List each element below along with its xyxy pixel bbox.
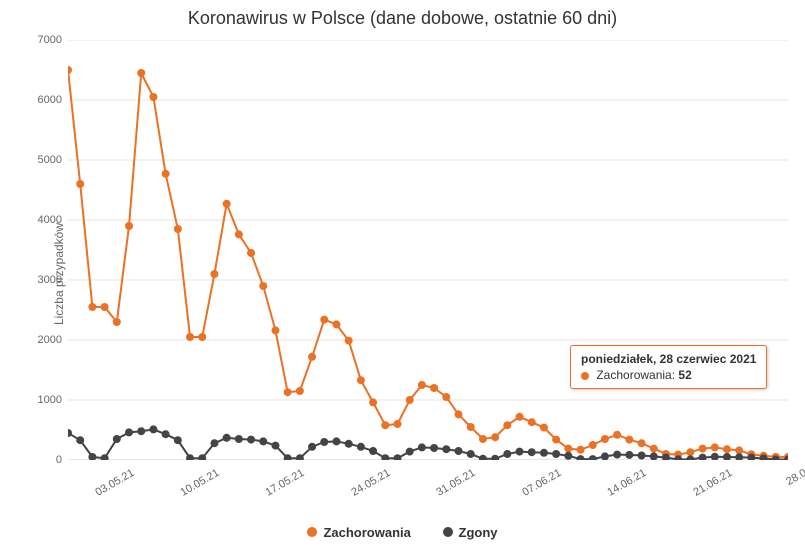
legend-item-zachorowania[interactable]: Zachorowania — [307, 525, 410, 540]
chart-title: Koronawirus w Polsce (dane dobowe, ostat… — [0, 0, 805, 29]
x-tick-label: 07.06.21 — [516, 460, 563, 499]
tooltip-header: poniedziałek, 28 czerwiec 2021 — [581, 352, 756, 366]
y-tick-label: 6000 — [38, 94, 68, 106]
chart-svg — [68, 40, 788, 460]
y-tick-label: 0 — [56, 454, 68, 466]
tooltip-series-label: Zachorowania: — [596, 368, 675, 382]
tooltip-row: Zachorowania: 52 — [581, 368, 756, 382]
x-tick-label: 24.05.21 — [345, 460, 392, 499]
x-tick-label: 14.06.21 — [601, 460, 648, 499]
x-tick-label: 28.0 — [780, 460, 805, 488]
legend-item-zgony[interactable]: Zgony — [443, 525, 498, 540]
plot-area[interactable]: 0100020003000400050006000700003.05.2110.… — [68, 40, 788, 460]
tooltip-dot-icon — [581, 372, 589, 380]
y-tick-label: 1000 — [38, 394, 68, 406]
x-tick-label: 03.05.21 — [89, 460, 136, 499]
circle-icon — [443, 527, 453, 537]
chart-container: Koronawirus w Polsce (dane dobowe, ostat… — [0, 0, 805, 548]
legend-label: Zgony — [459, 525, 498, 540]
circle-icon — [307, 527, 317, 537]
y-tick-label: 2000 — [38, 334, 68, 346]
x-tick-label: 10.05.21 — [174, 460, 221, 499]
legend: Zachorowania Zgony — [0, 525, 805, 541]
tooltip: poniedziałek, 28 czerwiec 2021 Zachorowa… — [570, 345, 767, 389]
x-tick-label: 31.05.21 — [431, 460, 478, 499]
x-tick-label: 21.06.21 — [687, 460, 734, 499]
y-tick-label: 7000 — [38, 34, 68, 46]
legend-label: Zachorowania — [323, 525, 410, 540]
y-tick-label: 4000 — [38, 214, 68, 226]
x-tick-label: 17.05.21 — [260, 460, 307, 499]
tooltip-value: 52 — [678, 368, 691, 382]
y-tick-label: 5000 — [38, 154, 68, 166]
y-tick-label: 3000 — [38, 274, 68, 286]
